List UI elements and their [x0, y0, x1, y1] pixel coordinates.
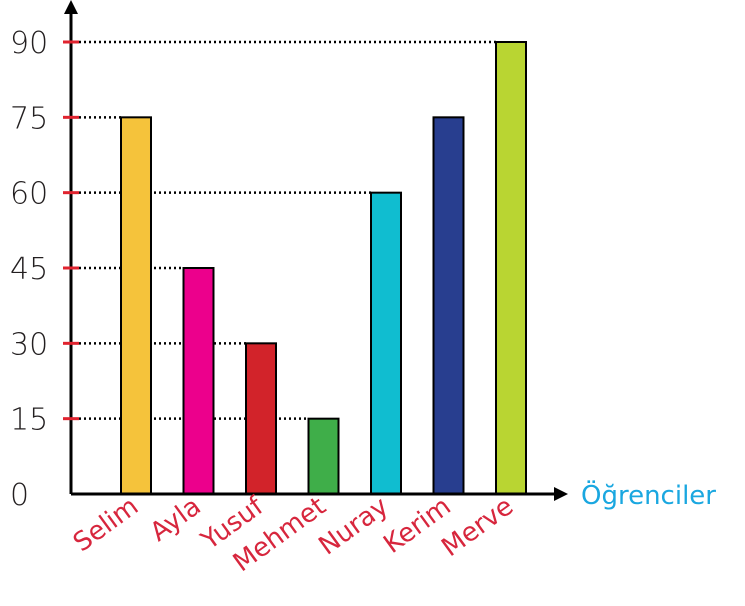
y-tick-label-30: 30: [10, 327, 48, 362]
y-ticks: 0 15 30 45 60 75 90: [10, 26, 79, 513]
axes: [64, 0, 568, 501]
y-axis-arrow-icon: [64, 0, 78, 14]
y-tick-label-45: 45: [10, 252, 48, 287]
y-tick-label-15: 15: [10, 403, 48, 438]
bar-mehmet: [307, 417, 340, 495]
x-category-label-nuray: Nuray: [313, 491, 394, 561]
bar-ayla: [182, 267, 215, 495]
bar-kerim: [432, 116, 465, 495]
y-tick-label-0: 0: [10, 478, 29, 513]
x-axis-title: Öğrenciler: [581, 479, 716, 511]
x-category-label-merve: Merve: [436, 491, 519, 563]
x-category-label-selim: Selim: [68, 491, 144, 558]
bar-yusuf: [245, 342, 277, 496]
y-tick-label-90: 90: [10, 26, 48, 61]
y-tick-label-75: 75: [10, 101, 48, 136]
y-tick-label-60: 60: [10, 177, 48, 212]
bars: [120, 41, 527, 496]
x-axis-arrow-icon: [554, 487, 568, 501]
bar-merve: [495, 41, 527, 495]
bar-selim: [120, 116, 152, 495]
x-category-label-ayla: Ayla: [145, 491, 207, 547]
bar-nuray: [370, 191, 402, 496]
